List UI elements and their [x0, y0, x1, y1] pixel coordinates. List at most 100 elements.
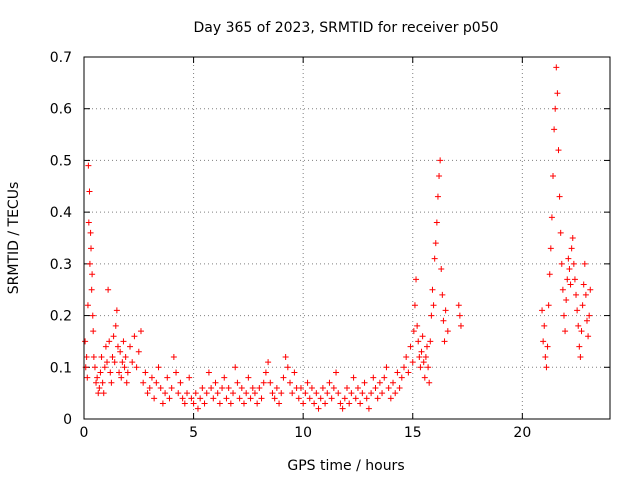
data-point [291, 369, 298, 376]
data-point [348, 390, 355, 397]
data-point [251, 390, 258, 397]
data-point [319, 384, 326, 391]
data-point [390, 379, 397, 386]
data-point [234, 379, 241, 386]
data-point [556, 193, 563, 200]
data-point [112, 322, 119, 329]
data-point [381, 374, 388, 381]
data-point [417, 364, 424, 371]
data-point [361, 379, 368, 386]
data-point [106, 338, 113, 345]
data-point [394, 369, 401, 376]
data-point [574, 307, 581, 314]
data-point [88, 245, 95, 252]
data-point [423, 343, 430, 350]
data-point [177, 379, 184, 386]
data-point [333, 369, 340, 376]
data-point [562, 328, 569, 335]
data-point [85, 162, 92, 169]
data-point [392, 390, 399, 397]
data-point [554, 90, 561, 97]
data-point [102, 343, 109, 350]
data-point [431, 255, 438, 262]
data-point [426, 379, 433, 386]
y-tick-label: 0.6 [50, 102, 72, 118]
data-point [273, 384, 280, 391]
data-point [153, 379, 160, 386]
data-point [221, 374, 228, 381]
data-point [374, 395, 381, 402]
data-point [324, 390, 331, 397]
data-point [539, 307, 546, 314]
data-point [578, 328, 585, 335]
data-point [203, 390, 210, 397]
data-point [433, 219, 440, 226]
data-point [208, 384, 215, 391]
data-point [542, 353, 549, 360]
data-point [442, 307, 449, 314]
y-tick-label: 0.2 [50, 309, 72, 325]
data-point [571, 276, 578, 283]
data-point [190, 400, 197, 407]
data-point [111, 359, 118, 366]
data-point [559, 286, 566, 293]
data-point [212, 379, 219, 386]
data-point [558, 260, 565, 267]
data-point [97, 369, 104, 376]
data-point [564, 276, 571, 283]
x-tick-label: 15 [404, 425, 422, 441]
x-tick-label: 5 [189, 425, 198, 441]
data-point [576, 343, 583, 350]
data-point [416, 353, 423, 360]
data-point [418, 348, 425, 355]
data-point [197, 395, 204, 402]
data-point [175, 390, 182, 397]
scatter-series [82, 64, 594, 412]
data-point [344, 384, 350, 391]
data-point [129, 359, 136, 366]
data-point [83, 353, 90, 360]
data-point [88, 286, 95, 293]
data-point [352, 395, 359, 402]
data-point [553, 64, 560, 71]
data-point [546, 271, 553, 278]
data-point [117, 348, 124, 355]
data-point [99, 379, 106, 386]
data-point [385, 384, 392, 391]
data-point [159, 400, 166, 407]
data-point [240, 400, 247, 407]
data-point [186, 374, 193, 381]
data-point [586, 312, 593, 319]
data-point [282, 353, 289, 360]
data-point [105, 286, 112, 293]
data-point [162, 390, 169, 397]
data-point [581, 260, 588, 267]
data-point [295, 395, 302, 402]
plot-border [83, 56, 611, 420]
data-point [409, 359, 416, 366]
data-point [326, 379, 333, 386]
data-point [118, 374, 125, 381]
data-point [577, 353, 584, 360]
data-point [122, 353, 129, 360]
data-point [120, 338, 127, 345]
y-tick-label: 0.3 [50, 257, 72, 273]
data-point [181, 400, 188, 407]
data-point [337, 400, 344, 407]
data-point [339, 405, 346, 412]
data-point [140, 379, 147, 386]
data-point [560, 312, 567, 319]
data-point [155, 364, 162, 371]
data-point [216, 400, 223, 407]
data-point [587, 286, 594, 293]
data-point [585, 333, 592, 340]
data-point [135, 348, 142, 355]
data-point [315, 405, 322, 412]
data-point [317, 395, 324, 402]
data-point [387, 395, 394, 402]
data-point [173, 369, 180, 376]
data-point [411, 302, 418, 309]
data-point [420, 359, 427, 366]
data-point [144, 390, 151, 397]
